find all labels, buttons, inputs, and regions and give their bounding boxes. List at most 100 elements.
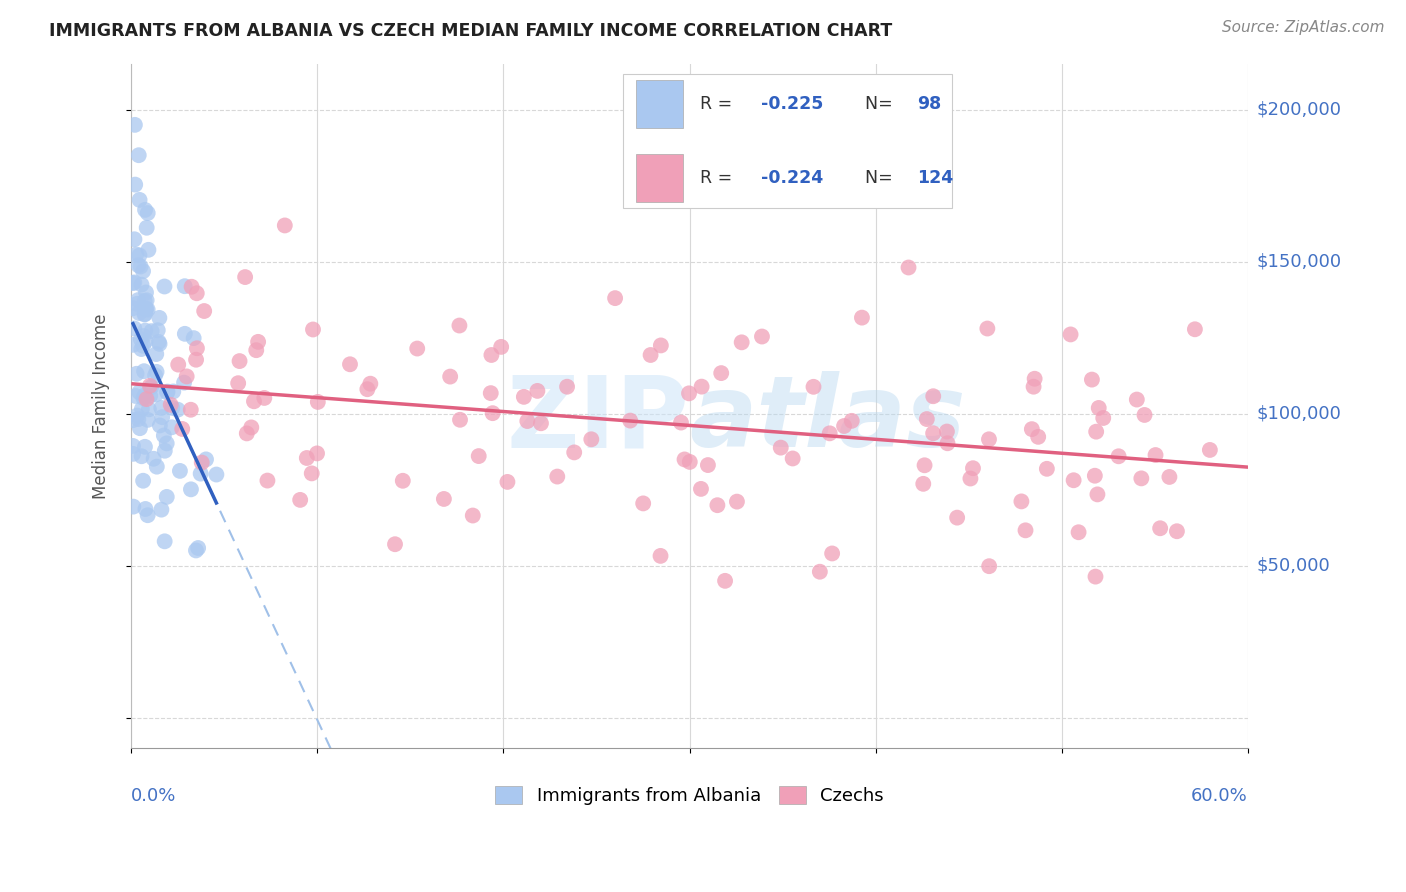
Point: [808, 565, 831, 579]
Point: [962, 461, 984, 475]
Point: [180, 483, 202, 497]
Point: [922, 389, 945, 403]
Point: [134, 324, 156, 338]
Point: [936, 436, 959, 450]
FancyBboxPatch shape: [623, 74, 952, 208]
Point: [650, 338, 672, 352]
Point: [1199, 442, 1222, 457]
Bar: [636, 153, 683, 202]
Text: IMMIGRANTS FROM ALBANIA VS CZECH MEDIAN FAMILY INCOME CORRELATION CHART: IMMIGRANTS FROM ALBANIA VS CZECH MEDIAN …: [49, 22, 893, 40]
Point: [172, 422, 194, 436]
Point: [127, 258, 149, 272]
Point: [1024, 372, 1046, 386]
Point: [307, 395, 329, 409]
Point: [131, 402, 153, 417]
Point: [125, 367, 148, 381]
Point: [132, 339, 155, 353]
Point: [546, 469, 568, 483]
Text: atlas: atlas: [689, 371, 966, 468]
Point: [128, 193, 150, 207]
Point: [205, 467, 228, 482]
Point: [186, 341, 208, 355]
Point: [1014, 524, 1036, 538]
Point: [134, 502, 156, 516]
Point: [669, 416, 692, 430]
Point: [166, 402, 188, 417]
Point: [134, 440, 156, 454]
Point: [690, 379, 713, 393]
Point: [678, 386, 700, 401]
Point: [1184, 322, 1206, 336]
Point: [479, 386, 502, 401]
Text: $100,000: $100,000: [1257, 405, 1341, 423]
Point: [150, 502, 173, 516]
Text: N=: N=: [865, 169, 898, 186]
Point: [148, 334, 170, 349]
Point: [1010, 494, 1032, 508]
Point: [274, 219, 297, 233]
Point: [976, 321, 998, 335]
Point: [134, 388, 156, 402]
Point: [979, 559, 1001, 574]
Point: [461, 508, 484, 523]
Point: [145, 387, 167, 401]
Point: [138, 243, 160, 257]
Point: [132, 391, 155, 405]
Text: R =: R =: [700, 169, 737, 186]
Point: [148, 310, 170, 325]
Point: [1133, 408, 1156, 422]
Point: [122, 500, 145, 514]
Point: [134, 308, 156, 322]
Point: [135, 285, 157, 300]
Point: [1149, 521, 1171, 535]
Point: [562, 445, 585, 459]
Point: [184, 352, 207, 367]
Point: [226, 376, 249, 391]
Point: [125, 297, 148, 311]
Point: [295, 450, 318, 465]
Point: [818, 426, 841, 441]
Point: [782, 451, 804, 466]
Point: [821, 546, 844, 560]
Point: [190, 456, 212, 470]
Point: [1092, 411, 1115, 425]
Y-axis label: Median Family Income: Median Family Income: [93, 313, 110, 499]
Point: [156, 436, 179, 450]
Point: [449, 413, 471, 427]
Point: [150, 410, 173, 425]
Point: [339, 357, 361, 371]
Point: [714, 574, 737, 588]
Point: [832, 419, 855, 434]
Point: [162, 384, 184, 399]
Text: -0.224: -0.224: [761, 169, 824, 186]
Point: [922, 426, 945, 441]
Point: [129, 421, 152, 435]
Point: [305, 446, 328, 460]
Point: [131, 449, 153, 463]
Text: $50,000: $50,000: [1257, 557, 1330, 574]
Point: [245, 343, 267, 358]
Point: [769, 441, 792, 455]
Point: [228, 354, 250, 368]
Point: [959, 471, 981, 485]
Point: [253, 391, 276, 405]
Point: [134, 293, 156, 308]
Bar: [636, 80, 683, 128]
Point: [706, 498, 728, 512]
Point: [124, 178, 146, 192]
Point: [135, 302, 157, 317]
Point: [153, 428, 176, 442]
Point: [384, 537, 406, 551]
Point: [162, 401, 184, 415]
Point: [1022, 380, 1045, 394]
Point: [406, 342, 429, 356]
Text: 60.0%: 60.0%: [1191, 787, 1249, 805]
Text: 98: 98: [917, 95, 942, 113]
Point: [127, 293, 149, 307]
Point: [1084, 468, 1107, 483]
Point: [176, 369, 198, 384]
Point: [555, 380, 578, 394]
Point: [439, 369, 461, 384]
Point: [513, 390, 536, 404]
Point: [1085, 425, 1108, 439]
